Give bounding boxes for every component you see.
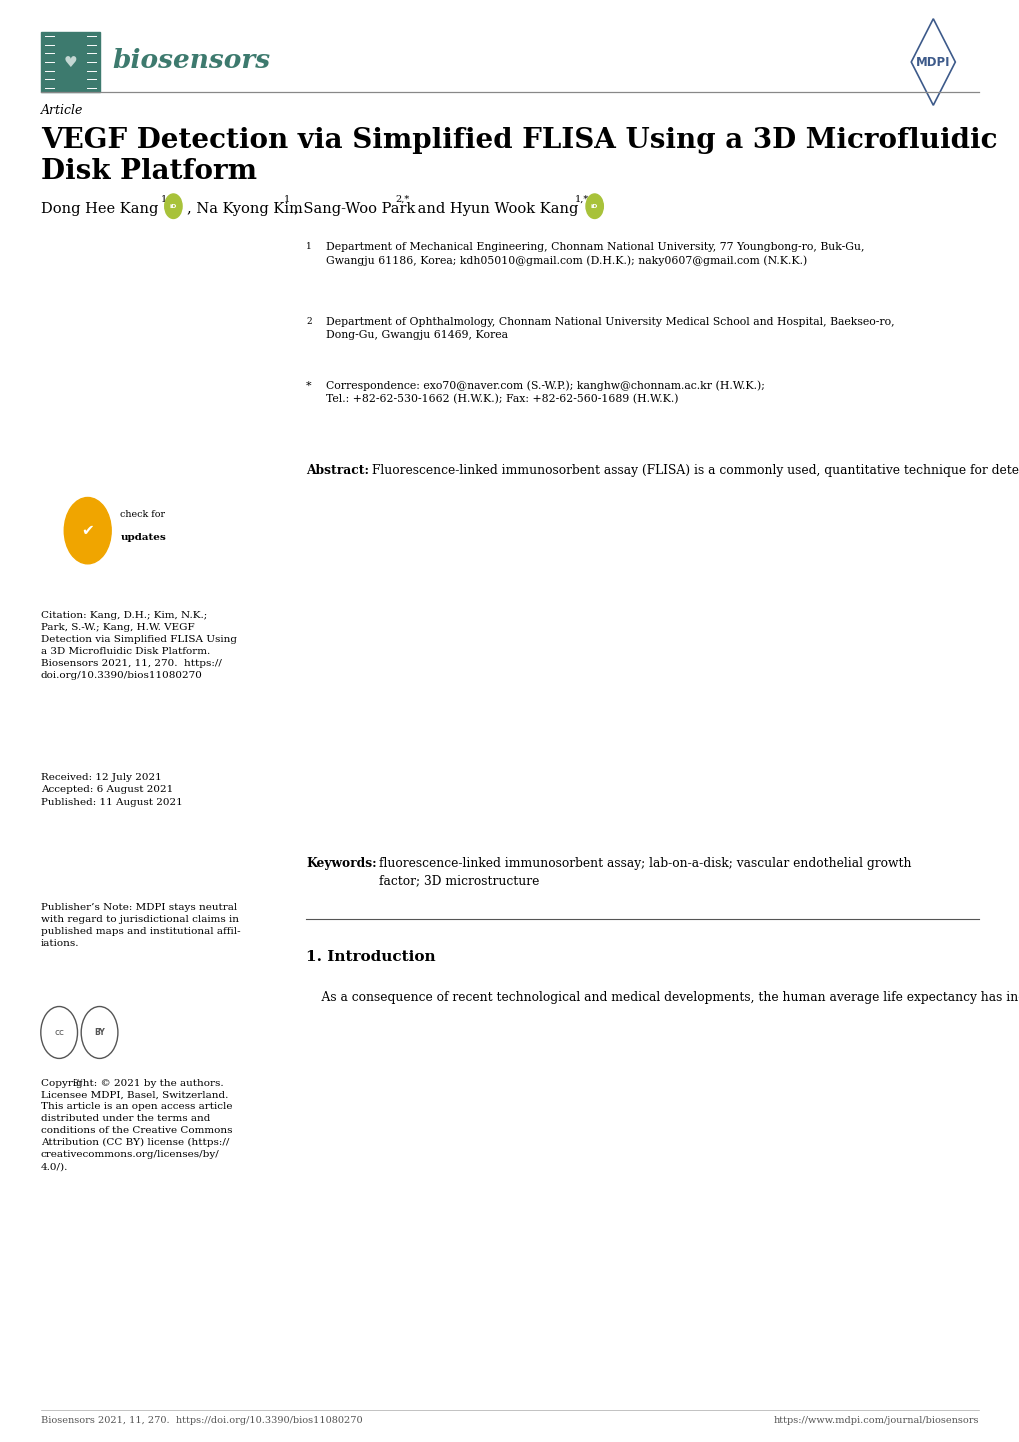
Text: 1,*: 1,* [575,195,589,203]
Text: *: * [306,381,312,391]
Text: Fluorescence-linked immunosorbent assay (FLISA) is a commonly used, quantitative: Fluorescence-linked immunosorbent assay … [372,464,1019,477]
Circle shape [586,195,603,219]
Text: BY: BY [72,1079,83,1089]
Text: Biosensors 2021, 11, 270.  https://doi.org/10.3390/bios11080270: Biosensors 2021, 11, 270. https://doi.or… [41,1416,362,1425]
Circle shape [41,1007,77,1058]
Text: Correspondence: exo70@naver.com (S.-W.P.); kanghw@chonnam.ac.kr (H.W.K.);
Tel.: : Correspondence: exo70@naver.com (S.-W.P.… [326,381,764,404]
Text: fluorescence-linked immunosorbent assay; lab-on-a-disk; vascular endothelial gro: fluorescence-linked immunosorbent assay;… [379,857,911,887]
Text: iD: iD [169,203,177,209]
Text: iD: iD [590,203,598,209]
Text: Citation: Kang, D.H.; Kim, N.K.;
Park, S.-W.; Kang, H.W. VEGF
Detection via Simp: Citation: Kang, D.H.; Kim, N.K.; Park, S… [41,611,236,681]
Text: As a consequence of recent technological and medical developments, the human ave: As a consequence of recent technological… [306,991,1019,1004]
Text: Copyright: © 2021 by the authors.
Licensee MDPI, Basel, Switzerland.
This articl: Copyright: © 2021 by the authors. Licens… [41,1079,232,1171]
Text: , Sang-Woo Park: , Sang-Woo Park [293,202,415,216]
Text: Department of Ophthalmology, Chonnam National University Medical School and Hosp: Department of Ophthalmology, Chonnam Nat… [326,317,894,340]
Text: 2: 2 [306,317,312,326]
Text: updates: updates [120,534,166,542]
Text: , Na Kyong Kim: , Na Kyong Kim [186,202,303,216]
Text: Keywords:: Keywords: [306,857,376,870]
Text: MDPI: MDPI [915,55,950,69]
Text: 2,*: 2,* [395,195,410,203]
Circle shape [64,497,111,564]
Text: 1: 1 [283,195,289,203]
Text: Abstract:: Abstract: [306,464,369,477]
Circle shape [82,1007,118,1058]
Text: BY: BY [94,1028,105,1037]
Text: Department of Mechanical Engineering, Chonnam National University, 77 Youngbong-: Department of Mechanical Engineering, Ch… [326,242,864,265]
Text: ✔: ✔ [82,523,94,538]
Text: 1: 1 [306,242,312,251]
Text: biosensors: biosensors [112,48,270,74]
Text: Publisher’s Note: MDPI stays neutral
with regard to jurisdictional claims in
pub: Publisher’s Note: MDPI stays neutral wit… [41,903,240,947]
Text: 1. Introduction: 1. Introduction [306,950,435,965]
Text: Received: 12 July 2021
Accepted: 6 August 2021
Published: 11 August 2021: Received: 12 July 2021 Accepted: 6 Augus… [41,773,182,808]
FancyBboxPatch shape [41,32,100,92]
Text: cc: cc [54,1028,64,1037]
Text: 1: 1 [161,195,167,203]
Text: https://www.mdpi.com/journal/biosensors: https://www.mdpi.com/journal/biosensors [773,1416,978,1425]
Polygon shape [910,19,955,105]
Text: check for: check for [120,510,165,519]
Text: Dong Hee Kang: Dong Hee Kang [41,202,158,216]
Text: Article: Article [41,104,84,117]
Text: and Hyun Wook Kang: and Hyun Wook Kang [413,202,578,216]
Text: VEGF Detection via Simplified FLISA Using a 3D Microfluidic
Disk Platform: VEGF Detection via Simplified FLISA Usin… [41,127,997,185]
Circle shape [165,195,182,219]
Text: ♥: ♥ [63,55,77,69]
